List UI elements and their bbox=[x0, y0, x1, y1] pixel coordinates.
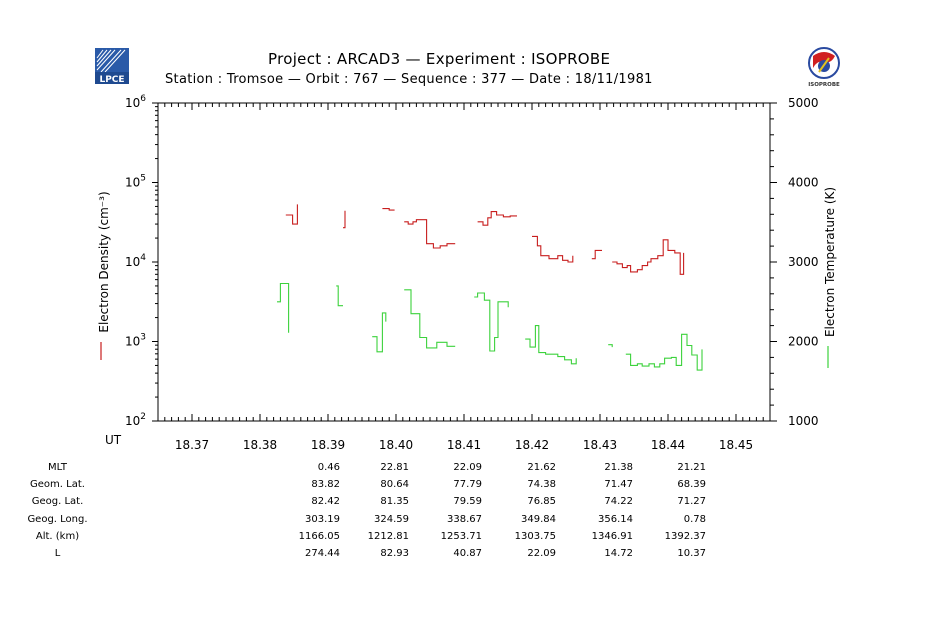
chart-title: Project : ARCAD3 — Experiment : ISOPROBE bbox=[268, 50, 611, 68]
ephemeris-cell: 74.38 bbox=[527, 479, 556, 491]
ephemeris-cell: 1212.81 bbox=[367, 530, 409, 542]
left-tick-label: 106 bbox=[125, 94, 146, 110]
ephemeris-cell: 83.82 bbox=[311, 479, 340, 491]
ephemeris-cell: 21.21 bbox=[677, 462, 706, 473]
x-tick-label: 18.44 bbox=[651, 438, 685, 452]
density-trace bbox=[591, 249, 602, 260]
density-trace bbox=[532, 235, 574, 263]
ephemeris-cell: 82.93 bbox=[380, 548, 409, 559]
density-trace bbox=[285, 204, 298, 225]
x-tick-label: 18.43 bbox=[583, 438, 617, 452]
right-tick-label: 1000 bbox=[788, 414, 819, 428]
right-tick-label: 3000 bbox=[788, 255, 819, 269]
ephemeris-row-label: L bbox=[54, 548, 61, 559]
x-tick-label: 18.42 bbox=[515, 438, 549, 452]
ephemeris-cell: 274.44 bbox=[305, 548, 340, 559]
ephemeris-cell: 71.27 bbox=[677, 496, 706, 508]
temperature-trace bbox=[404, 289, 456, 349]
density-trace bbox=[477, 211, 517, 226]
ephemeris-cell: 0.46 bbox=[317, 462, 340, 473]
ephemeris-cell: 1392.37 bbox=[664, 530, 706, 542]
ephemeris-cell: 71.47 bbox=[604, 479, 633, 491]
ephemeris-cell: 77.79 bbox=[453, 479, 482, 491]
ephemeris-cell: 68.39 bbox=[677, 479, 706, 491]
ephemeris-cell: 21.38 bbox=[604, 462, 633, 473]
right-tick-label: 5000 bbox=[788, 96, 819, 110]
density-trace bbox=[612, 239, 685, 275]
ephemeris-cell: 22.81 bbox=[380, 462, 409, 473]
ephemeris-row-label: Geog. Lat. bbox=[31, 496, 84, 508]
temperature-trace bbox=[608, 344, 613, 348]
left-tick-label: 102 bbox=[125, 412, 146, 428]
series-layer bbox=[277, 204, 703, 371]
x-tick-label: 18.37 bbox=[175, 438, 209, 452]
ephemeris-cell: 82.42 bbox=[311, 496, 340, 508]
ephemeris-cell: 79.59 bbox=[453, 496, 482, 508]
ephemeris-cell: 1346.91 bbox=[591, 530, 633, 542]
x-tick-label: 18.39 bbox=[311, 438, 345, 452]
ephemeris-cell: 76.85 bbox=[527, 496, 556, 508]
left-tick-label: 103 bbox=[125, 333, 146, 349]
right-axis-title: Electron Temperature (K) bbox=[823, 187, 837, 337]
left-tick-label: 105 bbox=[125, 174, 146, 190]
ephemeris-cell: 22.09 bbox=[527, 548, 556, 559]
ephemeris-cell: 74.22 bbox=[604, 496, 633, 508]
isoprobe-logo: ISOPROBE bbox=[808, 47, 840, 88]
ephemeris-row-label: Geog. Long. bbox=[27, 513, 88, 525]
right-tick-label: 4000 bbox=[788, 176, 819, 190]
ephemeris-cell: 81.35 bbox=[380, 496, 409, 508]
ephemeris-cell: 338.67 bbox=[447, 513, 482, 525]
left-axis: 102 103 104 105 106 bbox=[125, 94, 158, 428]
density-trace bbox=[404, 219, 456, 249]
ephemeris-row-label: MLT bbox=[48, 462, 67, 473]
x-tick-label: 18.41 bbox=[447, 438, 481, 452]
temperature-trace bbox=[372, 312, 387, 353]
ephemeris-cell: 21.62 bbox=[527, 462, 556, 473]
ephemeris-row-label: Geom. Lat. bbox=[30, 479, 85, 491]
ephemeris-cell: 40.87 bbox=[453, 548, 482, 559]
ephemeris-cell: 10.37 bbox=[677, 548, 706, 559]
ephemeris-cell: 356.14 bbox=[598, 513, 633, 525]
temperature-trace bbox=[336, 285, 343, 307]
axis-titles: Electron Density (cm⁻³) Electron Temperat… bbox=[97, 187, 837, 368]
temperature-trace bbox=[277, 282, 290, 333]
chart-subtitle: Station : Tromsoe — Orbit : 767 — Sequen… bbox=[165, 72, 653, 87]
ephemeris-cell: 0.78 bbox=[683, 513, 706, 525]
ephemeris-cell: 22.09 bbox=[453, 462, 482, 473]
lpce-logo-text: LPCE bbox=[99, 75, 124, 84]
ephemeris-cell: 1166.05 bbox=[298, 530, 340, 542]
ephemeris-cell: 14.72 bbox=[604, 548, 633, 559]
density-trace bbox=[343, 210, 346, 229]
ephemeris-row-label: Alt. (km) bbox=[35, 530, 80, 542]
density-trace bbox=[382, 208, 395, 211]
ephemeris-cell: 349.84 bbox=[521, 513, 556, 525]
temperature-trace bbox=[474, 292, 509, 352]
ephemeris-cell: 1253.71 bbox=[440, 530, 482, 542]
ephemeris-cell: 80.64 bbox=[380, 479, 409, 491]
x-tick-label: 18.38 bbox=[243, 438, 277, 452]
temperature-trace bbox=[525, 325, 577, 365]
left-axis-title: Electron Density (cm⁻³) bbox=[97, 191, 111, 332]
lpce-logo: LPCE bbox=[95, 48, 129, 84]
right-axis: 1000 2000 3000 4000 5000 bbox=[770, 96, 819, 428]
x-axis-label: UT bbox=[105, 433, 122, 447]
temperature-trace bbox=[625, 333, 703, 371]
x-axis: 18.37 18.38 18.39 18.40 18.41 18.42 18.43 18.44… bbox=[105, 103, 771, 452]
ephemeris-cell: 1303.75 bbox=[514, 530, 556, 542]
x-tick-label: 18.40 bbox=[379, 438, 413, 452]
isoprobe-logo-text: ISOPROBE bbox=[808, 82, 840, 88]
ephemeris-cell: 303.19 bbox=[305, 513, 340, 525]
plot-frame bbox=[157, 102, 771, 422]
left-tick-label: 104 bbox=[125, 253, 146, 269]
x-tick-label: 18.45 bbox=[719, 438, 753, 452]
right-tick-label: 2000 bbox=[788, 335, 819, 349]
ephemeris-cell: 324.59 bbox=[374, 513, 409, 525]
